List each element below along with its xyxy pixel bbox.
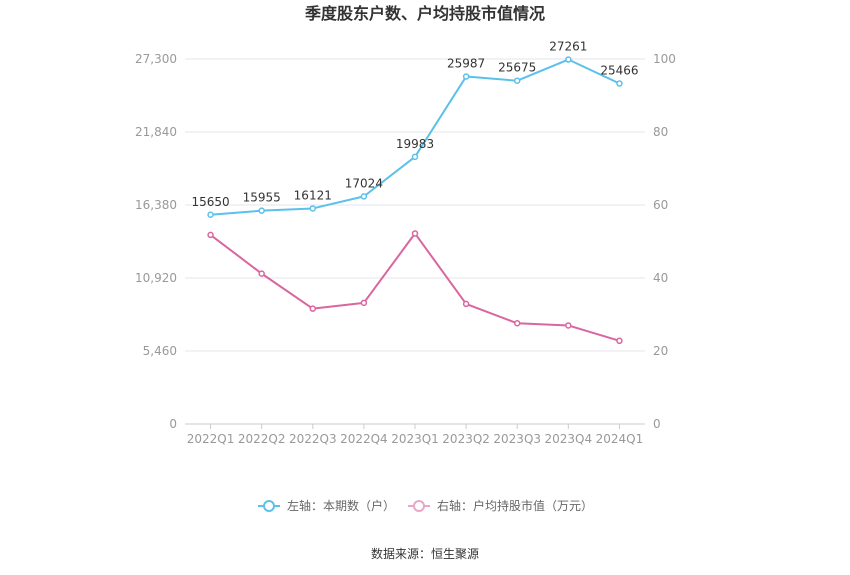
legend-item-shareholders[interactable]: 左轴：本期数（户） (258, 498, 395, 513)
right-tick-label: 100 (653, 52, 676, 66)
data-point-shareholders (513, 77, 521, 84)
left-tick-label: 5,460 (143, 344, 177, 358)
data-label-shareholders: 19983 (396, 137, 434, 151)
data-point-shareholders (258, 207, 265, 214)
x-tick-label: 2022Q3 (289, 432, 337, 446)
data-point-market-value (207, 231, 214, 239)
data-point-market-value (360, 299, 368, 307)
left-tick-label: 0 (169, 417, 177, 431)
right-tick-label: 20 (653, 344, 668, 358)
right-axis: 0 20 40 60 80 100 (653, 52, 676, 431)
data-label-shareholders: 16121 (294, 188, 332, 202)
data-label-shareholders: 15650 (191, 195, 229, 209)
series-layer: 15650 15955 16121 17024 19983 25987 25675 27261… (191, 40, 639, 345)
data-point-market-value (462, 300, 470, 308)
left-axis: 0 5,460 10,920 16,380 21,840 27,300 (135, 52, 177, 431)
x-tick-label: 2022Q1 (187, 432, 235, 446)
x-tick-label: 2023Q4 (545, 432, 593, 446)
right-tick-label: 40 (653, 271, 668, 285)
right-tick-label: 80 (653, 125, 668, 139)
data-label-shareholders: 25987 (447, 57, 485, 71)
x-tick-label: 2023Q2 (442, 432, 490, 446)
data-point-market-value (309, 305, 317, 312)
legend-marker-shareholders (263, 500, 275, 512)
data-point-market-value (258, 270, 265, 277)
data-point-shareholders (411, 153, 419, 161)
x-tick-label: 2023Q1 (391, 432, 439, 446)
right-tick-label: 0 (653, 417, 661, 431)
legend-marker-market-value (413, 500, 425, 512)
data-label-shareholders: 25466 (600, 64, 638, 78)
source-note: 数据来源：恒生聚源 (371, 546, 479, 561)
data-point-shareholders (565, 56, 572, 63)
series-line-market-value (209, 232, 620, 342)
legend[interactable]: 左轴：本期数（户） 右轴：户均持股市值（万元） (258, 498, 593, 513)
left-tick-label: 21,840 (135, 125, 177, 139)
chart-title: 季度股东户数、户均持股市值情况 (304, 4, 545, 23)
x-tick-label: 2022Q4 (340, 432, 388, 446)
data-point-market-value (616, 337, 623, 345)
x-axis: 2022Q1 2022Q2 2022Q3 2022Q4 2023Q1 2023Q2 2023… (187, 424, 644, 446)
data-label-shareholders: 25675 (498, 61, 536, 75)
data-label-shareholders: 17024 (345, 176, 383, 190)
data-label-shareholders: 15955 (243, 191, 281, 205)
data-point-market-value (565, 322, 572, 329)
grid-lines (185, 58, 645, 425)
x-tick-label: 2024Q1 (596, 432, 644, 446)
data-point-shareholders (360, 193, 368, 200)
legend-label-market-value: 右轴：户均持股市值（万元） (437, 498, 593, 513)
left-tick-label: 10,920 (135, 271, 177, 285)
data-point-market-value (411, 230, 419, 237)
left-tick-label: 16,380 (135, 198, 177, 212)
x-tick-label: 2022Q2 (238, 432, 286, 446)
data-point-shareholders (616, 80, 623, 87)
left-tick-label: 27,300 (135, 52, 177, 66)
legend-label-shareholders: 左轴：本期数（户） (287, 498, 395, 513)
right-tick-label: 60 (653, 198, 668, 212)
data-label-shareholders: 27261 (549, 40, 587, 54)
data-point-shareholders (309, 205, 317, 212)
data-point-shareholders (462, 73, 470, 80)
data-point-shareholders (207, 211, 214, 219)
x-tick-label: 2023Q3 (493, 432, 541, 446)
data-point-market-value (513, 320, 521, 327)
legend-item-market-value[interactable]: 右轴：户均持股市值（万元） (408, 498, 593, 513)
